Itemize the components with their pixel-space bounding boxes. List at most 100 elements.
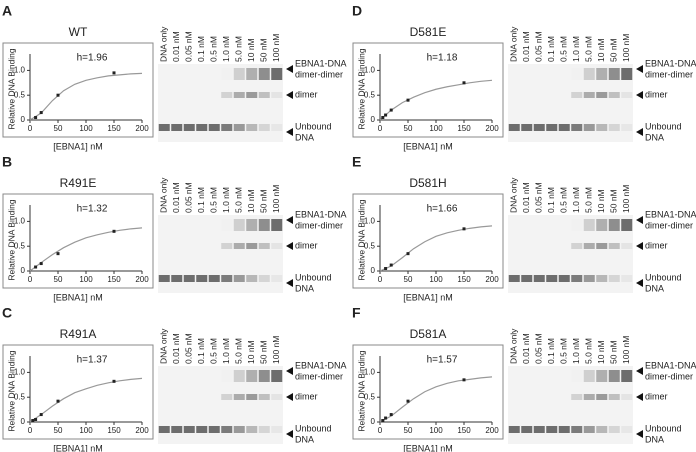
gel-band: [158, 124, 170, 131]
gel-band: [246, 68, 258, 80]
x-tick-label: 100: [79, 426, 93, 435]
gel-band: [246, 92, 258, 98]
band-arrow: [286, 430, 293, 438]
band-arrow: [286, 216, 293, 224]
band-label: dimer-dimer: [295, 220, 343, 230]
gel-band: [233, 426, 245, 433]
gel-band: [521, 275, 533, 282]
x-tick-label: 50: [404, 426, 413, 435]
y-tick-label: 0.5: [364, 241, 376, 250]
gel-band: [233, 92, 245, 98]
band-label: DNA: [645, 434, 664, 444]
gel-band: [271, 426, 283, 433]
data-point: [389, 413, 393, 417]
band-label: dimer-dimer: [295, 371, 343, 381]
y-tick-label: 0: [21, 417, 26, 426]
lane-label: 0.5 nM: [209, 36, 219, 62]
lane-label: 0.1 nM: [546, 36, 556, 62]
lane-label: 50 nM: [259, 340, 269, 364]
data-point: [462, 378, 466, 382]
gel-band: [558, 275, 570, 282]
fit-curve: [379, 79, 493, 121]
gel-band: [621, 394, 633, 400]
lane-label: 5.0 nM: [234, 36, 244, 62]
lane-label: DNA only: [159, 328, 169, 364]
chart-frame: [352, 344, 504, 440]
lane-label: DNA only: [159, 26, 169, 62]
x-axis-label: [EBNA1] nM: [403, 292, 453, 302]
lane-label: 0.01 nM: [171, 31, 181, 62]
band-label: DNA: [645, 283, 664, 293]
lane-label: 5.0 nM: [584, 36, 594, 62]
y-tick-label: 1.0: [364, 66, 376, 75]
gel-band: [533, 275, 545, 282]
gel-band: [271, 219, 283, 231]
y-tick-label: 0: [371, 266, 376, 275]
band-label: DNA: [295, 434, 314, 444]
lane-label: 100 nM: [621, 185, 631, 213]
gel-band: [233, 243, 245, 249]
gel-band: [208, 124, 220, 131]
lane-label: DNA only: [509, 177, 519, 213]
band-arrow: [636, 242, 643, 250]
band-arrow: [286, 65, 293, 73]
band-arrow: [636, 430, 643, 438]
data-point: [381, 419, 385, 423]
fit-curve: [29, 377, 143, 423]
data-point: [112, 71, 116, 75]
band-arrow: [636, 279, 643, 287]
lane-label: 0.5 nM: [209, 338, 219, 364]
band-arrow: [286, 393, 293, 401]
band-arrow: [636, 216, 643, 224]
panel-letter: F: [352, 305, 361, 321]
data-point: [34, 418, 38, 422]
panel-letter: D: [352, 3, 362, 19]
lane-label: 0.01 nM: [171, 182, 181, 213]
gel-band: [571, 124, 583, 131]
data-point: [389, 108, 393, 112]
band-label: Unbound: [295, 423, 332, 433]
panel-letter: E: [352, 154, 361, 170]
band-arrow: [636, 393, 643, 401]
lane-label: 1.0 nM: [571, 36, 581, 62]
lane-label: DNA only: [159, 177, 169, 213]
band-label: dimer-dimer: [295, 69, 343, 79]
gel-band: [621, 370, 633, 382]
lane-label: 0.05 nM: [534, 182, 544, 213]
annotation: h=1.18: [427, 53, 458, 64]
y-tick-label: 1.0: [14, 217, 26, 226]
band-label: DNA: [295, 283, 314, 293]
band-arrow: [636, 65, 643, 73]
lane-label: 0.05 nM: [184, 333, 194, 364]
lane-label: 0.5 nM: [559, 187, 569, 213]
band-arrow: [286, 91, 293, 99]
gel-band: [596, 92, 608, 98]
lane-label: 100 nM: [621, 34, 631, 62]
fit-curve: [29, 227, 143, 272]
lane-label: 0.5 nM: [559, 36, 569, 62]
y-axis-label: Relative DNA Binding: [6, 350, 16, 432]
gel-band: [621, 68, 633, 80]
x-tick-label: 150: [457, 124, 471, 133]
data-point: [384, 416, 388, 420]
panel-letter: B: [2, 154, 12, 170]
gel-band: [583, 219, 595, 231]
gel-band: [571, 243, 583, 249]
data-point: [381, 116, 385, 120]
lane-label: 1.0 nM: [221, 338, 231, 364]
lane-label: 100 nM: [621, 336, 631, 364]
lane-label: 100 nM: [271, 336, 281, 364]
x-tick-label: 100: [429, 275, 443, 284]
x-tick-label: 100: [79, 124, 93, 133]
x-tick-label: 150: [107, 426, 121, 435]
band-label: EBNA1-DNA: [295, 360, 347, 370]
gel-band: [221, 426, 233, 433]
gel-band: [508, 426, 520, 433]
data-point: [34, 265, 38, 269]
gel-band: [171, 275, 183, 282]
chart-title: R491A: [60, 327, 97, 341]
lane-label: 5.0 nM: [584, 338, 594, 364]
band-label: Unbound: [645, 121, 682, 131]
gel-band: [521, 124, 533, 131]
lane-label: 10 nM: [596, 189, 606, 213]
